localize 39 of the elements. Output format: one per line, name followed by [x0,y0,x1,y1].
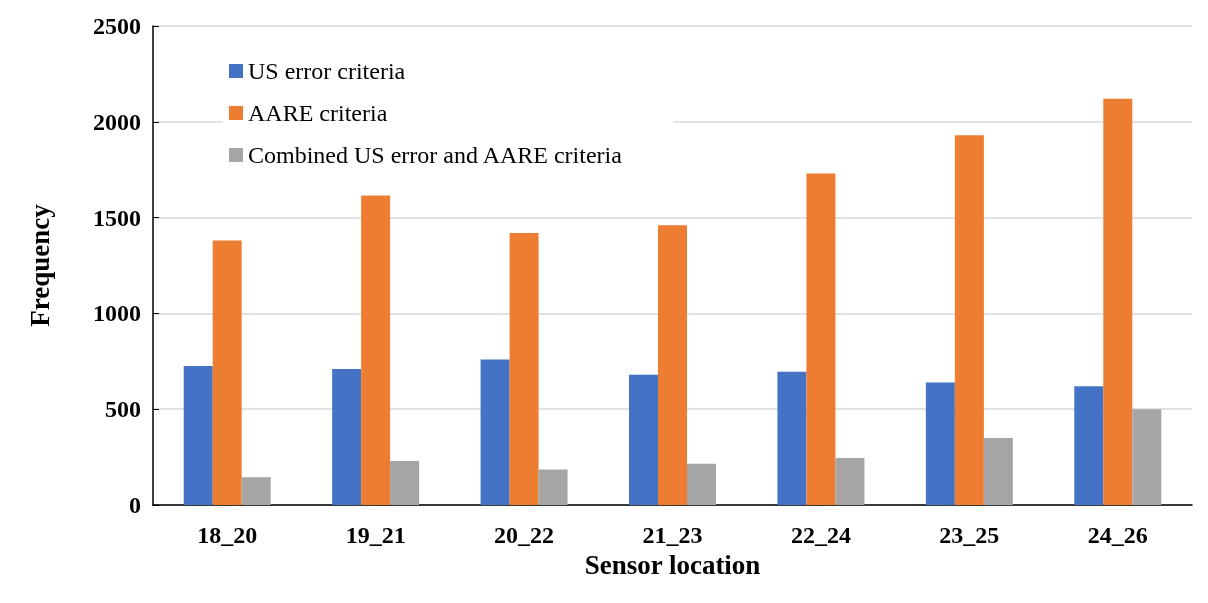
bar [509,232,539,505]
x-tick-label: 21_23 [642,522,703,548]
bar [241,477,271,505]
bar [1103,98,1133,505]
y-tick-label: 2000 [93,108,141,135]
legend-label: US error criteria [248,58,406,84]
bar [390,460,420,505]
bar [925,382,955,505]
bar [777,371,807,505]
bar [983,437,1013,505]
bar [212,240,242,505]
y-tick-label: 1500 [93,204,141,231]
bar [538,469,568,505]
y-tick-label: 1000 [93,300,141,327]
bar [183,366,213,505]
y-tick-label: 2500 [93,13,141,39]
x-axis-title: Sensor location [584,550,761,581]
bar [658,225,687,505]
x-tick-label: 18_20 [197,522,258,548]
x-tick-label: 23_25 [939,522,1000,548]
bar [629,374,658,505]
x-tick-label: 22_24 [790,522,851,548]
bar [1074,386,1104,505]
x-tick-label: 19_21 [345,522,406,548]
y-tick-label: 500 [105,396,141,423]
y-axis-title: Frequency [24,203,55,327]
bar [480,359,510,505]
y-tick-label: 0 [129,492,141,518]
legend-label: AARE criteria [248,100,388,126]
bar [687,463,716,505]
x-tick-label: 20_22 [494,522,555,548]
bar [954,135,984,505]
bar [835,458,865,505]
bar [332,368,362,505]
bar [1132,409,1162,505]
bar [361,195,391,505]
bar [806,173,836,505]
x-tick-label: 24_26 [1087,522,1148,548]
legend-label: Combined US error and AARE criteria [248,142,623,168]
